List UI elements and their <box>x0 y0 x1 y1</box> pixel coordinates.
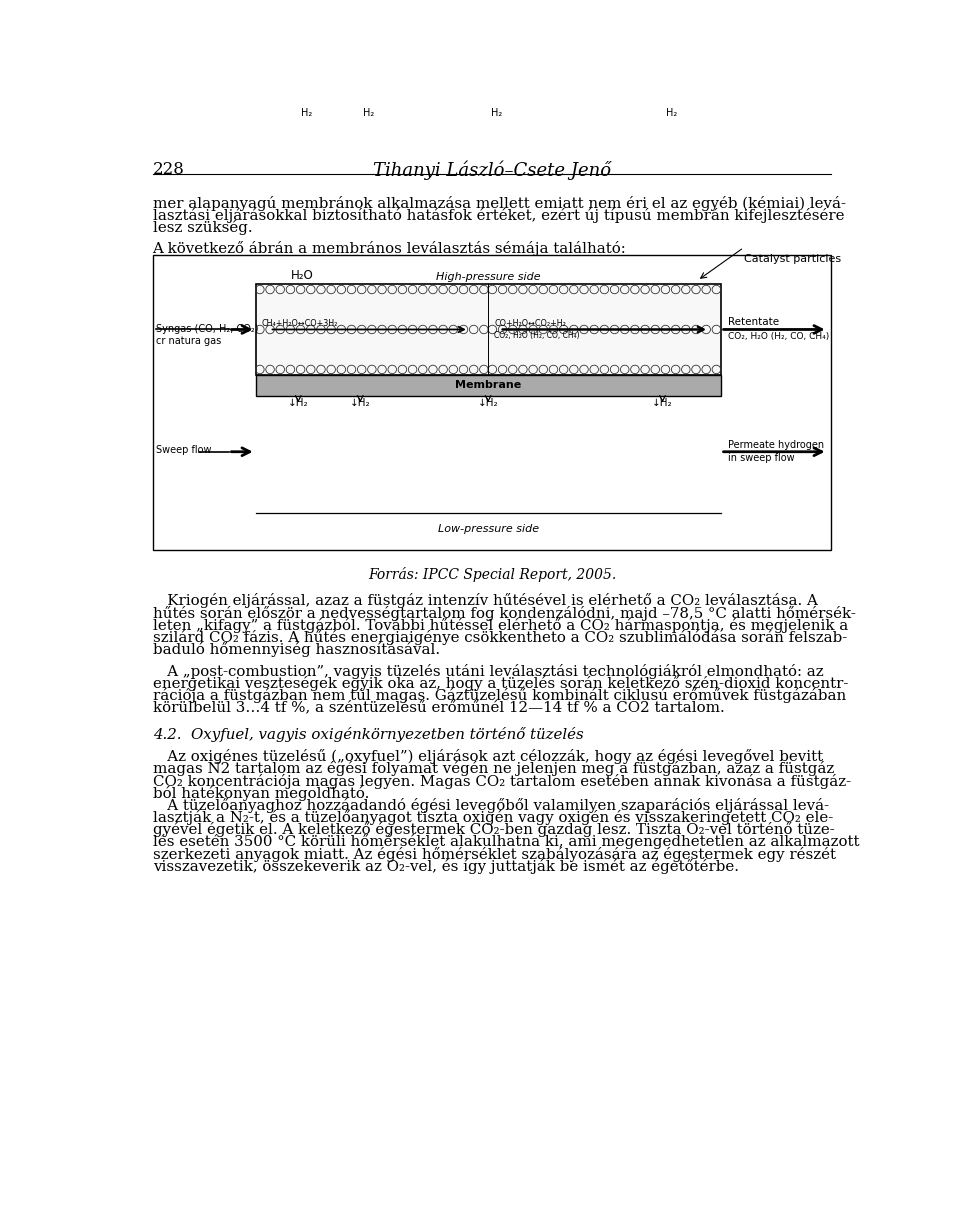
Text: ↓H₂: ↓H₂ <box>350 397 371 407</box>
Text: in sweep flow: in sweep flow <box>729 453 795 463</box>
Text: ↓H₂: ↓H₂ <box>652 397 673 407</box>
Text: ból hatékonyan megoldható.: ból hatékonyan megoldható. <box>153 786 369 801</box>
Text: magas N2 tartalom az égési folyamat végén ne jelenjen meg a füstgázban, azaz a f: magas N2 tartalom az égési folyamat végé… <box>153 762 834 777</box>
Text: körülbelül 3…4 tf %, a széntüzelésű erőműnél 12—14 tf % a CO2 tartalom.: körülbelül 3…4 tf %, a széntüzelésű erőm… <box>153 701 724 714</box>
Bar <box>153 255 831 550</box>
Text: szerkezeti anyagok miatt. Az égési hőmérséklet szabályozására az égestermek egy : szerkezeti anyagok miatt. Az égési hőmér… <box>153 846 835 862</box>
Text: Catalyst particles: Catalyst particles <box>744 254 841 263</box>
Text: 228: 228 <box>153 161 184 178</box>
Text: ↓H₂: ↓H₂ <box>288 397 308 407</box>
Text: mer alapanyagú membránok alkalmazása mellett emiatt nem éri el az egyéb (kémiai): mer alapanyagú membránok alkalmazása mel… <box>153 195 846 211</box>
Text: CO₂ koncentrációja magas legyen. Magas CO₂ tartalom esetében annak kivonása a fü: CO₂ koncentrációja magas legyen. Magas C… <box>153 774 851 789</box>
Text: Retentate: Retentate <box>729 317 780 327</box>
Text: A következő ábrán a membrános leválasztás sémája található:: A következő ábrán a membrános leválasztá… <box>153 240 626 256</box>
Text: lasztják a N₂-t, és a tüzelőanyagot tiszta oxigén vagy oxigén és visszakeringete: lasztják a N₂-t, és a tüzelőanyagot tisz… <box>153 809 832 825</box>
Text: 4.2.  Oxyfuel, vagyis oxigénkörnyezetben történő tüzelés: 4.2. Oxyfuel, vagyis oxigénkörnyezetben … <box>153 728 584 742</box>
Text: szilárd CO₂ fázis. A hűtés energiaigénye csökkentheto a CO₂ szublimálódása során: szilárd CO₂ fázis. A hűtés energiaigénye… <box>153 630 847 645</box>
Text: cr natura gas: cr natura gas <box>156 335 222 346</box>
Text: lasztási eljárásokkal biztosítható hatásfok értéket, ezért új típusú membrán kif: lasztási eljárásokkal biztosítható hatás… <box>153 207 844 223</box>
Text: CO+H₂O↔CO₂+H₂: CO+H₂O↔CO₂+H₂ <box>494 319 566 328</box>
Text: Low-pressure side: Low-pressure side <box>438 524 539 534</box>
Text: leten „kifagy” a füstgázból. További hűtéssel elérhető a CO₂ hármaspontja, és me: leten „kifagy” a füstgázból. További hűt… <box>153 618 848 633</box>
Text: CH₄+H₂O↔CO+3H₂: CH₄+H₂O↔CO+3H₂ <box>262 319 338 328</box>
Bar <box>255 374 721 396</box>
Bar <box>255 284 721 374</box>
Text: H₂: H₂ <box>492 108 502 118</box>
Text: H₂: H₂ <box>665 108 677 118</box>
Text: baduló hőmennyiség hasznosításával.: baduló hőmennyiség hasznosításával. <box>153 642 440 657</box>
Text: gyével égetik el. A keletkező égestermek CO₂-ben gazdag lesz. Tiszta O₂-vel tört: gyével égetik el. A keletkező égestermek… <box>153 822 834 837</box>
Text: A „post-combustion”, vagyis tüzelés utáni leválasztási technológiákról elmondhat: A „post-combustion”, vagyis tüzelés után… <box>153 664 823 679</box>
Text: CO₂, H₂O (H₂, CO, CH₄): CO₂, H₂O (H₂, CO, CH₄) <box>494 332 580 340</box>
Text: Syngas (CO, H₂, CO₂): Syngas (CO, H₂, CO₂) <box>156 324 259 334</box>
Text: Permeate hydrogen: Permeate hydrogen <box>729 440 825 450</box>
Text: Sweep flow: Sweep flow <box>156 445 212 455</box>
Text: CO₂, H₂O (H₂, CO, CH₄): CO₂, H₂O (H₂, CO, CH₄) <box>729 332 829 341</box>
Text: H₂O: H₂O <box>291 269 314 282</box>
Text: lesz szükség.: lesz szükség. <box>153 219 252 235</box>
Text: hűtés során először a nedvességtartalom fog kondenzálódni, majd –78,5 °C alatti : hűtés során először a nedvességtartalom … <box>153 606 855 620</box>
Text: Tihanyi László–Csete Jenő: Tihanyi László–Csete Jenő <box>372 161 612 180</box>
Text: A tüzelőanyaghoz hozzáadandó égési levegőből valamilyen szaparációs eljárással l: A tüzelőanyaghoz hozzáadandó égési leveg… <box>153 798 828 813</box>
Text: H₂: H₂ <box>363 108 374 118</box>
Text: Az oxigénes tüzelésű („oxyfuel”) eljárások azt célozzák, hogy az égési levegővel: Az oxigénes tüzelésű („oxyfuel”) eljárás… <box>153 750 823 764</box>
Text: energetikai veszteségek egyik oka az, hogy a tüzelés során keletkező szén-dioxid: energetikai veszteségek egyik oka az, ho… <box>153 677 848 691</box>
Text: Membrane: Membrane <box>455 380 521 390</box>
Text: Kriogén eljárással, azaz a füstgáz intenzív hűtésével is elérhető a CO₂ leválasz: Kriogén eljárással, azaz a füstgáz inten… <box>153 594 817 608</box>
Text: rációja a füstgázban nem túl magas. Gáztüzelésű kombinált ciklusú erőművek füstg: rációja a füstgázban nem túl magas. Gázt… <box>153 689 846 703</box>
Text: High-pressure side: High-pressure side <box>436 272 540 282</box>
Text: H₂: H₂ <box>301 108 313 118</box>
Text: lés esetén 3500 °C körüli hőmérséklet alakulhatna ki, ami megengedhetetlen az al: lés esetén 3500 °C körüli hőmérséklet al… <box>153 834 859 850</box>
Text: Forrás: IPCC Special Report, 2005.: Forrás: IPCC Special Report, 2005. <box>368 567 616 581</box>
Text: visszavezetik, összekeverik az O₂-vel, és így juttatják be ismét az égetőtérbe.: visszavezetik, összekeverik az O₂-vel, é… <box>153 858 738 874</box>
Text: ↓H₂: ↓H₂ <box>478 397 498 407</box>
